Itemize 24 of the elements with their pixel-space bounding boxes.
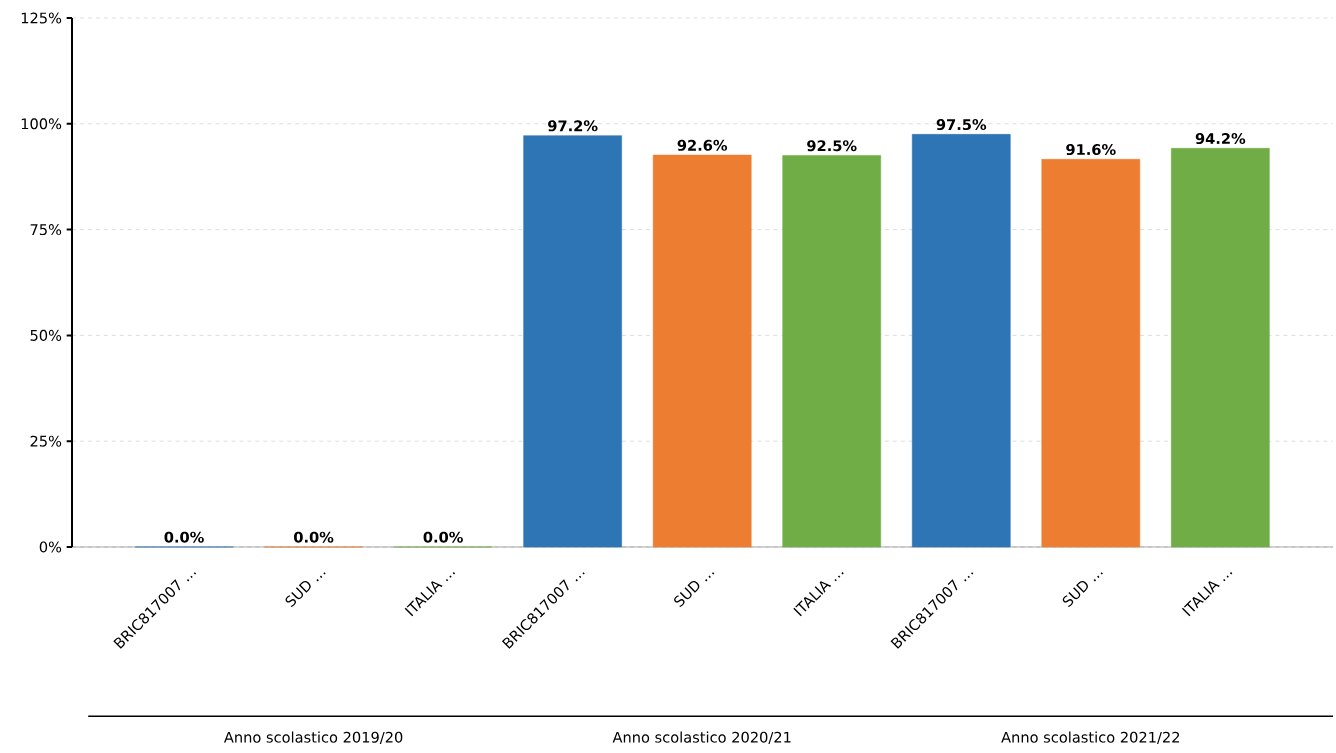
data-label: 91.6% [1066,144,1116,156]
bar [911,134,1011,548]
data-label: 97.5% [936,119,987,131]
y-tick-label: 0% [39,541,62,553]
bar [652,154,752,548]
data-label: 92.6% [677,139,728,151]
data-label: 97.2% [548,120,598,132]
y-tick-label: 75% [30,224,62,236]
data-label: 0.0% [423,531,463,543]
y-tick-label: 50% [30,329,62,341]
data-label: 0.0% [294,531,334,543]
y-tick-label: 25% [30,435,62,447]
text: Anno scolastico 2020/21 [612,731,791,744]
data-label: 92.5% [807,140,857,152]
data-label: 94.2% [1195,133,1246,145]
bar [1041,159,1141,548]
bar [782,155,882,548]
text: Anno scolastico 2019/20 [223,731,403,744]
y-tick-label: 100% [21,118,62,130]
bar [1171,148,1270,548]
data-label: 0.0% [164,531,204,543]
text: Anno scolastico 2021/22 [1001,731,1180,744]
y-tick-label: 125% [21,12,62,24]
bar [523,135,622,548]
